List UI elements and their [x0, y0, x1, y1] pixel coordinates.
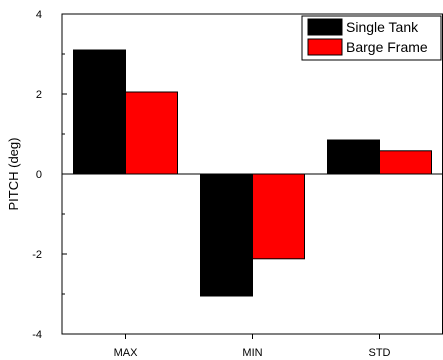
y-tick-label: 2: [36, 89, 42, 101]
bar-barge-frame-max: [125, 91, 178, 175]
x-tick-label-max: MAX: [114, 347, 139, 359]
x-tick-label-min: MIN: [242, 347, 262, 359]
legend-swatch: [307, 38, 343, 56]
legend-label: Barge Frame: [346, 39, 428, 55]
y-tick-label: -4: [32, 329, 42, 341]
bar-barge-frame-min: [252, 173, 305, 260]
legend-swatch: [307, 18, 343, 36]
y-axis-title: PITCH (deg): [6, 138, 21, 211]
y-axis-ticks: -4 -2 0 2 4: [32, 9, 67, 341]
bars-group: [73, 49, 432, 297]
y-tick-label: -2: [32, 249, 42, 261]
y-tick-label: 0: [36, 169, 42, 181]
x-axis-ticks: MAX MIN STD: [114, 334, 391, 359]
bar-single-tank-min: [200, 173, 253, 297]
bar-single-tank-max: [73, 49, 126, 175]
bar-single-tank-std: [327, 139, 380, 175]
legend-label: Single Tank: [346, 19, 419, 35]
x-tick-label-std: STD: [369, 347, 391, 359]
legend: Single Tank Barge Frame: [301, 15, 442, 61]
bar-barge-frame-std: [379, 150, 432, 175]
y-tick-label: 4: [36, 9, 42, 21]
